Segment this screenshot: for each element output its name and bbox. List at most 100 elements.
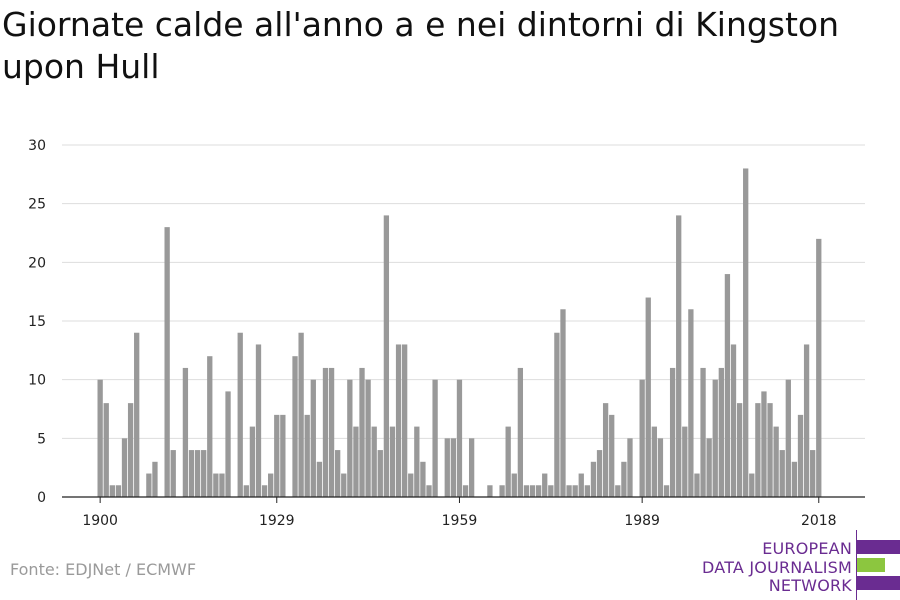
bar-1998[interactable] (694, 473, 700, 497)
bar-1927[interactable] (261, 485, 268, 497)
bar-1900[interactable] (97, 379, 103, 497)
bar-1978[interactable] (572, 485, 578, 497)
bar-1968[interactable] (511, 473, 517, 497)
bar-1903[interactable] (115, 485, 122, 497)
bar-1937[interactable] (322, 367, 329, 497)
bar-1999[interactable] (700, 367, 706, 497)
bar-1948[interactable] (389, 426, 396, 497)
bar-1959[interactable] (456, 379, 463, 497)
bar-1901[interactable] (103, 403, 109, 497)
bar-1942[interactable] (353, 426, 359, 497)
bar-1990[interactable] (645, 297, 651, 497)
bar-1926[interactable] (255, 344, 262, 497)
bar-1902[interactable] (109, 485, 115, 497)
bar-1950[interactable] (402, 344, 408, 497)
bar-1987[interactable] (627, 438, 633, 497)
bar-1934[interactable] (304, 414, 310, 497)
bar-1996[interactable] (682, 426, 688, 497)
bar-1943[interactable] (359, 367, 365, 497)
bar-1916[interactable] (194, 450, 201, 497)
bar-1984[interactable] (609, 414, 615, 497)
bar-2012[interactable] (779, 450, 785, 497)
bar-1905[interactable] (127, 403, 134, 497)
bar-1928[interactable] (268, 473, 274, 497)
bar-1961[interactable] (468, 438, 475, 497)
bar-1964[interactable] (487, 485, 493, 497)
bar-1944[interactable] (365, 379, 371, 497)
bar-1975[interactable] (554, 332, 560, 497)
bar-1981[interactable] (590, 461, 597, 497)
bar-1971[interactable] (529, 485, 536, 497)
bar-1938[interactable] (328, 367, 335, 497)
bar-1915[interactable] (188, 450, 195, 497)
bar-1993[interactable] (663, 485, 670, 497)
bar-1983[interactable] (602, 403, 609, 497)
bar-1994[interactable] (669, 367, 676, 497)
bar-2017[interactable] (810, 450, 816, 497)
bar-1954[interactable] (426, 485, 432, 497)
bar-2001[interactable] (712, 379, 718, 497)
bar-1970[interactable] (523, 485, 530, 497)
bar-1992[interactable] (657, 438, 664, 497)
bar-1930[interactable] (280, 414, 286, 497)
bar-1953[interactable] (420, 461, 426, 497)
bar-2010[interactable] (767, 403, 773, 497)
bar-1997[interactable] (688, 309, 694, 497)
bar-1940[interactable] (341, 473, 347, 497)
bar-1991[interactable] (651, 426, 657, 497)
bar-1985[interactable] (615, 485, 621, 497)
bar-1977[interactable] (566, 485, 572, 497)
bar-2004[interactable] (730, 344, 737, 497)
bar-1929[interactable] (274, 414, 280, 497)
bar-2006[interactable] (743, 168, 749, 497)
bar-2018[interactable] (816, 238, 822, 497)
bar-1921[interactable] (225, 391, 231, 497)
bar-2003[interactable] (724, 274, 731, 497)
bar-2005[interactable] (736, 403, 743, 497)
bar-1972[interactable] (535, 485, 542, 497)
bar-1909[interactable] (152, 461, 158, 497)
bar-2015[interactable] (797, 414, 804, 497)
bar-1945[interactable] (371, 426, 377, 497)
edjnet-logo[interactable]: EUROPEAN DATA JOURNALISM NETWORK (700, 530, 900, 600)
bar-1917[interactable] (201, 450, 207, 497)
bar-1912[interactable] (170, 450, 176, 497)
bar-1958[interactable] (450, 438, 457, 497)
bar-1974[interactable] (548, 485, 554, 497)
bar-1982[interactable] (596, 450, 603, 497)
bar-2011[interactable] (773, 426, 779, 497)
bar-1914[interactable] (182, 367, 189, 497)
bar-2008[interactable] (755, 403, 761, 497)
bar-1951[interactable] (408, 473, 414, 497)
bar-1989[interactable] (639, 379, 645, 497)
bar-1933[interactable] (298, 332, 304, 497)
bar-1941[interactable] (347, 379, 353, 497)
bar-1925[interactable] (249, 426, 256, 497)
bar-1973[interactable] (542, 473, 548, 497)
bar-1957[interactable] (444, 438, 450, 497)
bar-2009[interactable] (761, 391, 767, 497)
bar-1979[interactable] (578, 473, 584, 497)
bar-1908[interactable] (146, 473, 152, 497)
bar-1904[interactable] (121, 438, 128, 497)
bar-1969[interactable] (517, 367, 524, 497)
bar-1967[interactable] (505, 426, 511, 497)
bar-1924[interactable] (243, 485, 249, 497)
bar-2016[interactable] (803, 344, 810, 497)
bar-1906[interactable] (134, 332, 140, 497)
bar-2000[interactable] (706, 438, 712, 497)
bar-1995[interactable] (676, 215, 682, 497)
bar-1918[interactable] (207, 356, 213, 497)
bar-1952[interactable] (414, 426, 420, 497)
bar-1986[interactable] (621, 461, 627, 497)
bar-1946[interactable] (377, 450, 383, 497)
bar-1947[interactable] (383, 215, 390, 497)
bar-2007[interactable] (749, 473, 755, 497)
bar-2002[interactable] (718, 367, 724, 497)
bar-1936[interactable] (316, 461, 323, 497)
bar-1966[interactable] (499, 485, 505, 497)
bar-1923[interactable] (237, 332, 243, 497)
bar-1939[interactable] (335, 450, 341, 497)
bar-1935[interactable] (310, 379, 316, 497)
bar-1932[interactable] (292, 356, 298, 497)
